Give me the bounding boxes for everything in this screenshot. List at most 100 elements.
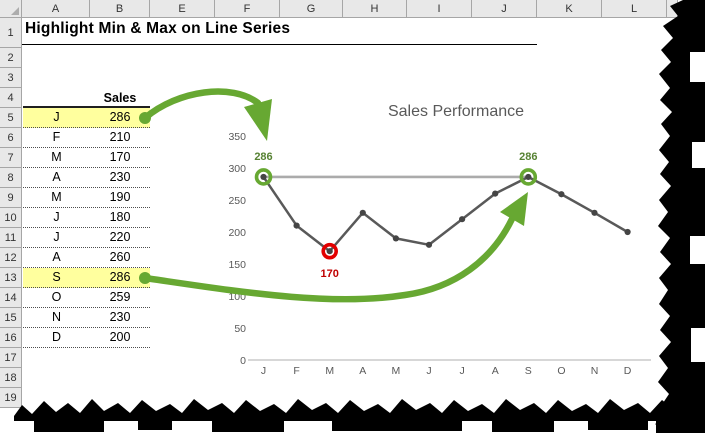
arrow-to-max-september[interactable]	[139, 192, 528, 303]
data-point-marker[interactable]	[392, 235, 399, 242]
cell-month-14[interactable]: O	[51, 290, 62, 304]
row-header-15[interactable]: 15	[0, 308, 22, 328]
y-tick-label: 150	[228, 259, 246, 271]
row-header-8[interactable]: 8	[0, 168, 22, 188]
row-header-9[interactable]: 9	[0, 188, 22, 208]
data-point-marker[interactable]	[359, 209, 366, 216]
cell-sales-9[interactable]: 190	[109, 190, 131, 204]
sales-series-line[interactable]	[262, 175, 629, 253]
row-header-17[interactable]: 17	[0, 348, 22, 368]
x-tick-label: M	[392, 365, 401, 377]
max-value-label: 286	[254, 151, 272, 163]
cell-month-10[interactable]: J	[53, 210, 60, 224]
column-header-G[interactable]: G	[280, 0, 343, 18]
chart-title: Sales Performance	[388, 103, 524, 120]
max-highlight-ring[interactable]	[254, 168, 273, 186]
cell-sales-7[interactable]: 170	[109, 150, 131, 164]
row-header-7[interactable]: 7	[0, 148, 22, 168]
column-header-partial	[667, 0, 678, 18]
cell-sales-15[interactable]: 230	[109, 310, 131, 324]
cell-month-15[interactable]: N	[51, 310, 62, 324]
row-header-10[interactable]: 10	[0, 208, 22, 228]
cell-sales-11[interactable]: 220	[109, 230, 131, 244]
cell-month-11[interactable]: J	[53, 230, 60, 244]
sales-line-chart[interactable]: Sales Performance 0 50 100 150 200 250 300 350 J F…	[228, 103, 651, 377]
table-row-16: D 200	[23, 328, 150, 348]
data-point-marker[interactable]	[425, 241, 433, 248]
column-header-F[interactable]: F	[215, 0, 280, 18]
x-tick-label: D	[624, 365, 632, 377]
cell-sales-10[interactable]: 180	[109, 210, 131, 224]
x-tick-label: M	[325, 365, 334, 377]
row-header-13[interactable]: 13	[0, 268, 22, 288]
min-highlight-ring[interactable]	[321, 242, 339, 260]
table-row-13: S 286	[23, 268, 150, 288]
cell-sales-13[interactable]: 286	[109, 270, 131, 284]
y-tick-label: 300	[228, 163, 246, 175]
row-header-16[interactable]: 16	[0, 328, 22, 348]
row-header-2[interactable]: 2	[0, 48, 22, 68]
column-header-H[interactable]: H	[343, 0, 407, 18]
cell-month-13[interactable]: S	[52, 270, 61, 284]
data-point-marker[interactable]	[492, 190, 499, 197]
column-header-K[interactable]: K	[537, 0, 602, 18]
cell-sales-6[interactable]: 210	[109, 130, 131, 144]
min-value-label: 170	[321, 268, 339, 280]
cell-month-7[interactable]: M	[51, 150, 62, 164]
cell-month-6[interactable]: F	[52, 130, 61, 144]
data-point-marker[interactable]	[293, 222, 300, 229]
cell-sales-5[interactable]: 286	[109, 110, 131, 124]
y-tick-label: 50	[234, 323, 246, 335]
table-row-7: M 170	[23, 148, 150, 168]
row-header-5[interactable]: 5	[0, 108, 22, 128]
data-point-marker[interactable]	[624, 228, 631, 236]
data-point-marker[interactable]	[326, 248, 333, 255]
x-tick-label: A	[492, 365, 499, 377]
cell-month-16[interactable]: D	[51, 330, 62, 344]
cell-sales-8[interactable]: 230	[109, 170, 131, 184]
x-tick-label: F	[293, 365, 299, 377]
data-point-marker[interactable]	[525, 173, 532, 181]
row-header-4[interactable]: 4	[0, 88, 22, 108]
cell-month-8[interactable]: A	[52, 170, 61, 184]
x-tick-label: N	[591, 365, 599, 377]
column-header-E[interactable]: E	[150, 0, 215, 18]
cell-month-5[interactable]: J	[53, 110, 60, 124]
sheet-title-cell[interactable]: Highlight Min & Max on Line Series	[25, 20, 291, 37]
row-header-11[interactable]: 11	[0, 228, 22, 248]
row-header-19[interactable]: 19	[0, 388, 22, 408]
data-point-marker[interactable]	[558, 191, 565, 198]
cell-month-9[interactable]: M	[51, 190, 62, 204]
sales-column-header-cell[interactable]: Sales	[103, 91, 137, 105]
data-point-marker[interactable]	[459, 216, 466, 223]
cell-month-12[interactable]: A	[52, 250, 61, 264]
arrow-to-max-january[interactable]	[139, 88, 272, 141]
row-header-3[interactable]: 3	[0, 68, 22, 88]
max-value-label: 286	[519, 151, 537, 163]
x-tick-label: A	[359, 365, 366, 377]
column-header-J[interactable]: J	[472, 0, 537, 18]
table-row-5: J 286	[23, 108, 150, 128]
max-highlight-ring[interactable]	[519, 168, 538, 186]
table-row-14: O 259	[23, 288, 150, 308]
row-header-12[interactable]: 12	[0, 248, 22, 268]
column-header-I[interactable]: I	[407, 0, 472, 18]
table-header-border	[23, 105, 150, 108]
cell-sales-14[interactable]: 259	[109, 290, 131, 304]
column-header-L[interactable]: L	[602, 0, 667, 18]
cell-sales-16[interactable]: 200	[109, 330, 131, 344]
table-row-8: A 230	[23, 168, 150, 188]
y-tick-label: 250	[228, 195, 246, 207]
row-header-1[interactable]: 1	[0, 18, 22, 48]
column-header-A[interactable]: A	[22, 0, 90, 18]
x-tick-label: J	[459, 365, 464, 377]
column-header-B[interactable]: B	[90, 0, 150, 18]
row-header-18[interactable]: 18	[0, 368, 22, 388]
select-all-corner[interactable]	[0, 0, 22, 18]
data-point-marker[interactable]	[591, 209, 598, 216]
cell-sales-12[interactable]: 260	[109, 250, 131, 264]
row-header-14[interactable]: 14	[0, 288, 22, 308]
row-header-6[interactable]: 6	[0, 128, 22, 148]
data-point-marker[interactable]	[260, 173, 267, 181]
